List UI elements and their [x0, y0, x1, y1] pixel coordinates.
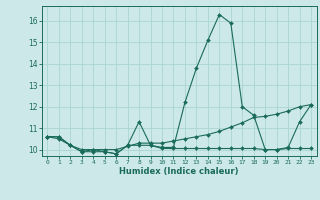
X-axis label: Humidex (Indice chaleur): Humidex (Indice chaleur) [119, 167, 239, 176]
